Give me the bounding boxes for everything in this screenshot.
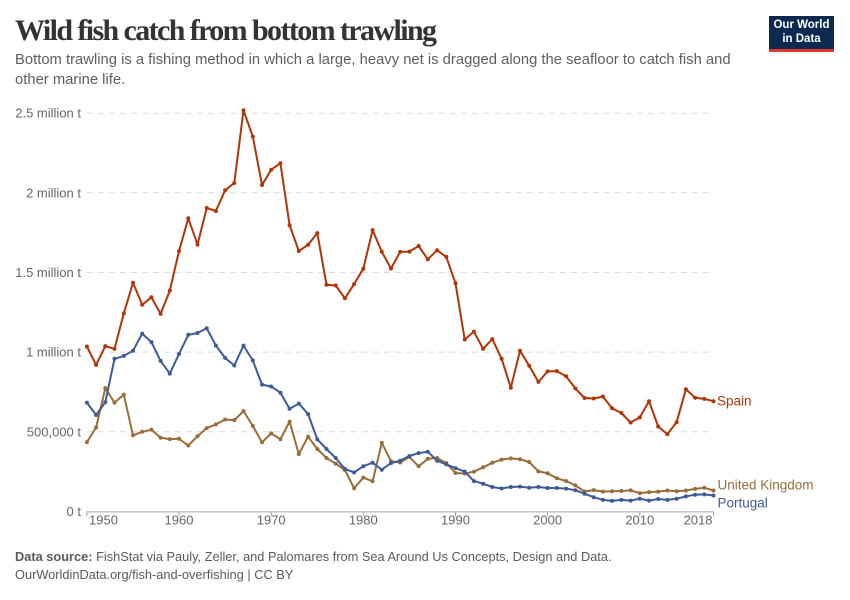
svg-text:1980: 1980: [349, 513, 378, 528]
svg-text:2018: 2018: [684, 513, 713, 528]
svg-text:1 million t: 1 million t: [26, 345, 81, 360]
svg-text:Spain: Spain: [717, 394, 752, 409]
svg-text:0 t: 0 t: [67, 504, 82, 519]
svg-text:Portugal: Portugal: [718, 496, 768, 511]
svg-text:2 million t: 2 million t: [26, 185, 81, 200]
svg-text:2010: 2010: [625, 513, 654, 528]
svg-text:2000: 2000: [533, 513, 562, 528]
svg-text:1950: 1950: [89, 513, 118, 528]
svg-text:2.5 million t: 2.5 million t: [15, 106, 81, 121]
svg-text:1990: 1990: [441, 513, 470, 528]
svg-text:500,000 t: 500,000 t: [27, 424, 82, 439]
svg-text:1.5 million t: 1.5 million t: [15, 265, 81, 280]
svg-text:1960: 1960: [165, 513, 194, 528]
svg-text:1970: 1970: [257, 513, 286, 528]
svg-text:United Kingdom: United Kingdom: [718, 478, 814, 493]
